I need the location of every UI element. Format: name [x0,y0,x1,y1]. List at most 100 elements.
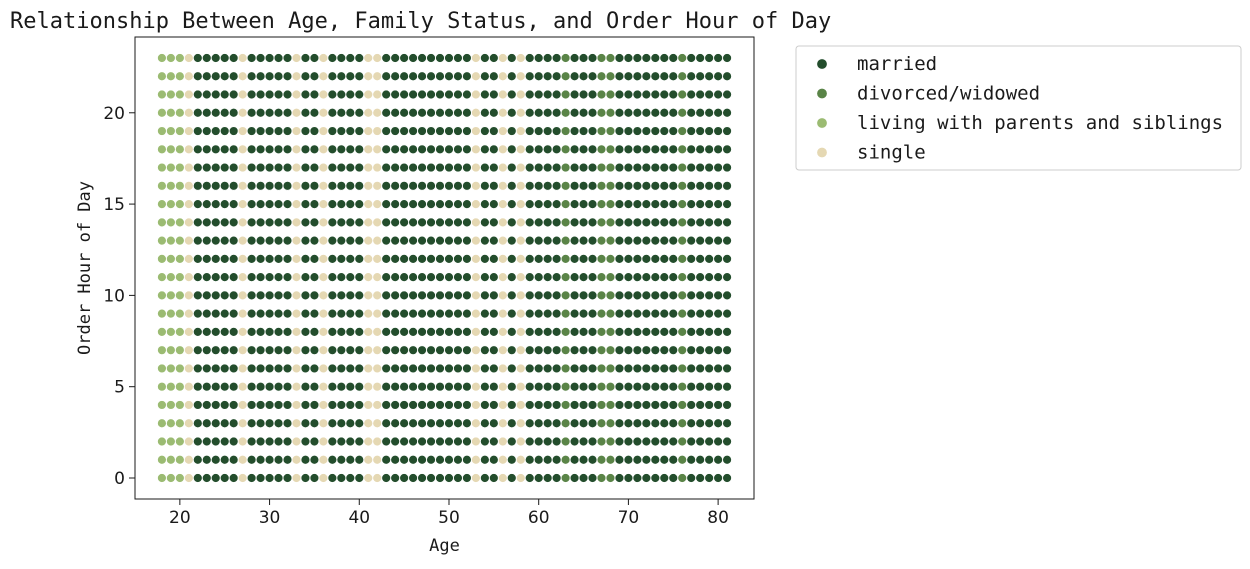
data-point [668,473,678,483]
data-point [282,181,293,191]
data-point [471,108,481,118]
data-point [569,436,580,447]
data-point [157,162,167,173]
data-point [551,199,562,209]
data-point [444,162,454,173]
data-point [444,53,454,63]
data-point [202,235,212,246]
data-point [578,455,589,465]
data-point [453,272,463,282]
data-point [300,327,311,337]
data-point [560,144,571,155]
data-point [246,199,257,209]
data-point [318,126,329,136]
data-point [533,418,544,428]
data-point [211,345,221,355]
data-point [498,272,508,282]
data-point [596,89,607,100]
data-point [587,217,598,228]
data-point [327,199,338,209]
data-point [668,455,678,465]
data-point [211,308,221,319]
data-point [435,126,445,136]
data-point [453,400,463,410]
data-point [264,436,275,447]
data-point [578,473,589,483]
x-tick-label: 20 [169,508,191,528]
data-point [291,199,302,209]
data-point [273,455,284,465]
data-point [354,254,364,264]
data-point [264,144,275,155]
data-point [722,126,732,136]
data-point [489,217,499,228]
data-point [426,308,436,319]
data-point [193,181,203,191]
data-point [282,308,293,319]
data-point [426,455,436,465]
data-point [372,418,382,428]
data-point [525,418,535,428]
data-point [704,272,714,282]
data-point [587,108,598,118]
data-point [381,345,391,355]
data-point [668,254,678,264]
data-point [372,455,382,465]
data-point [327,144,338,155]
data-point [704,290,714,301]
data-point [444,455,454,465]
data-point [704,363,714,374]
data-point [363,181,373,191]
data-point [291,181,302,191]
data-point [542,382,553,392]
data-point [282,254,293,264]
data-point [471,290,481,301]
data-point [363,308,373,319]
data-point [614,126,625,136]
data-point [498,71,508,81]
data-point [157,254,167,264]
data-point [686,71,696,81]
data-point [641,345,652,355]
data-point [444,363,454,374]
data-point [713,89,723,100]
data-point [175,473,185,483]
data-point [704,455,714,465]
data-point [237,144,248,155]
data-point [668,162,678,173]
data-point [516,144,526,155]
y-axis-label: Order Hour of Day [75,181,95,355]
x-axis-ticks: 20 30 40 50 60 70 80 [169,499,729,528]
data-point [345,181,355,191]
data-point [417,235,427,246]
data-point [246,235,257,246]
data-point [381,71,391,81]
data-point [220,217,230,228]
data-point [345,126,355,136]
data-point [650,144,661,155]
data-point [668,108,678,118]
data-point [471,308,481,319]
data-point [516,272,526,282]
data-point [713,254,723,264]
data-point [659,382,669,392]
data-point [551,71,562,81]
data-point [542,217,553,228]
data-point [623,473,634,483]
data-point [390,290,400,301]
data-point [381,144,391,155]
data-point [686,235,696,246]
data-point [722,162,732,173]
data-point [641,199,652,209]
data-point [596,455,607,465]
data-point [399,455,409,465]
data-point [282,217,293,228]
data-point [650,181,661,191]
data-point [273,254,284,264]
data-point [390,217,400,228]
data-point [632,436,643,447]
data-point [399,181,409,191]
data-point [381,217,391,228]
data-point [551,126,562,136]
